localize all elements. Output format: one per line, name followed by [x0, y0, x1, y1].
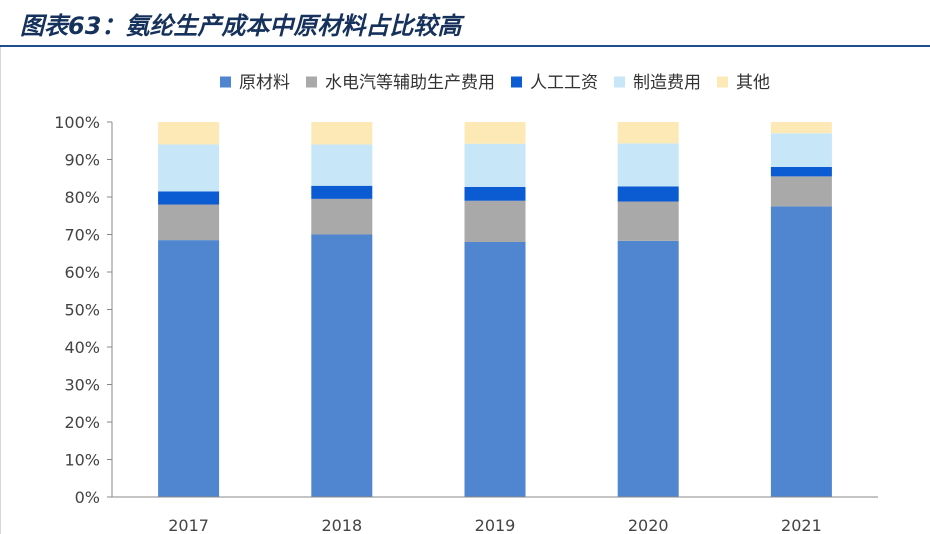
bar-segment: [617, 143, 679, 187]
bar-segment: [464, 122, 526, 144]
left-border: [0, 47, 1, 534]
x-tick-label: 2021: [781, 516, 822, 534]
legend-label: 人工工资: [530, 73, 598, 93]
title-underline: [0, 45, 930, 47]
bar-segment: [464, 143, 526, 187]
x-tick-label: 2020: [628, 516, 669, 534]
bar-segment: [158, 144, 220, 192]
legend-label: 其他: [736, 73, 770, 93]
bar-segment: [158, 204, 220, 241]
legend-label: 制造费用: [633, 73, 701, 93]
bar-segment: [464, 186, 526, 201]
y-tick-label: 20%: [64, 413, 100, 432]
bar-segment: [311, 122, 373, 145]
bar-segment: [311, 198, 373, 235]
title-bar: 图表63：氨纶生产成本中原材料占比较高: [0, 0, 930, 47]
bar-segment: [770, 206, 832, 497]
x-tick-label: 2019: [475, 516, 516, 534]
legend-swatch: [306, 76, 317, 88]
bar-segment: [770, 122, 832, 134]
legend-swatch: [614, 76, 625, 88]
bar-segment: [311, 144, 373, 186]
bar-segment: [770, 176, 832, 207]
x-tick-label: 2018: [321, 516, 362, 534]
legend-label: 原材料: [239, 73, 290, 93]
y-tick-label: 60%: [64, 263, 100, 282]
y-tick-label: 10%: [64, 451, 100, 470]
x-tick-label: 2017: [168, 516, 209, 534]
bar-segment: [311, 234, 373, 497]
x-axis: 2017 2018 2019 2020 2021: [112, 496, 878, 534]
bar-segment: [770, 133, 832, 167]
y-tick-label: 50%: [64, 301, 100, 320]
y-tick-label: 70%: [64, 226, 100, 245]
bar-segment: [617, 186, 679, 202]
y-axis: 0% 10% 20% 30% 40% 50% 60% 70% 80% 90% 100%: [54, 113, 113, 507]
y-tick-label: 40%: [64, 338, 100, 357]
y-tick-label: 80%: [64, 188, 100, 207]
bar-segment: [617, 240, 679, 497]
chart-title: 图表63：氨纶生产成本中原材料占比较高: [20, 12, 462, 40]
bar-segment: [770, 167, 832, 177]
legend: 原材料 水电汽等辅助生产费用 人工工资 制造费用 其他: [220, 73, 770, 93]
bar-segment: [158, 122, 220, 145]
bar-segment: [617, 201, 679, 241]
bar-segment: [158, 191, 220, 205]
legend-swatch: [220, 76, 231, 88]
legend-label: 水电汽等辅助生产费用: [325, 73, 495, 93]
y-tick-label: 90%: [64, 151, 100, 170]
y-tick-label: 0%: [75, 488, 100, 507]
bar-segment: [464, 242, 526, 497]
legend-swatch: [717, 76, 728, 88]
y-tick-label: 30%: [64, 376, 100, 395]
bar-segment: [311, 185, 373, 199]
bar-segment: [617, 122, 679, 144]
bar-segment: [464, 200, 526, 242]
y-tick-label: 100%: [54, 113, 100, 132]
bar-segment: [158, 240, 220, 497]
legend-swatch: [511, 76, 522, 88]
bars: [158, 122, 832, 497]
